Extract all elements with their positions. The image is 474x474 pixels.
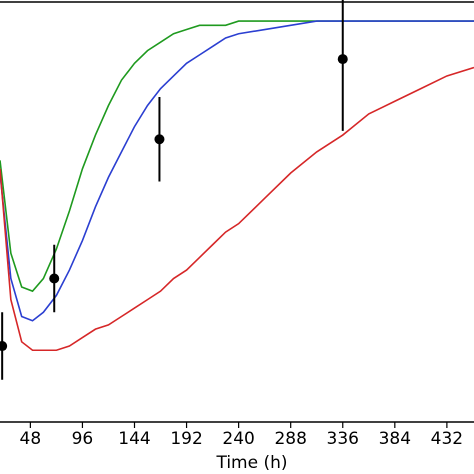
x-tick-label: 48 — [20, 429, 42, 449]
x-tick-label: 96 — [72, 429, 94, 449]
data-point — [49, 273, 60, 284]
data-point — [337, 54, 348, 65]
x-tick-label: 192 — [170, 429, 202, 449]
line — [0, 20, 474, 293]
plot-area — [0, 0, 474, 380]
x-tick-label: 336 — [327, 429, 359, 449]
x-tick-label: 432 — [431, 429, 463, 449]
data-point — [0, 341, 8, 352]
x-axis-label: Time (h) — [215, 453, 287, 473]
line — [0, 66, 474, 352]
x-tick-label: 240 — [222, 429, 254, 449]
x-tick-label: 144 — [118, 429, 150, 449]
line — [0, 20, 474, 322]
x-tick-label: 384 — [379, 429, 411, 449]
data-point — [154, 134, 165, 145]
x-tick-label: 288 — [274, 429, 306, 449]
